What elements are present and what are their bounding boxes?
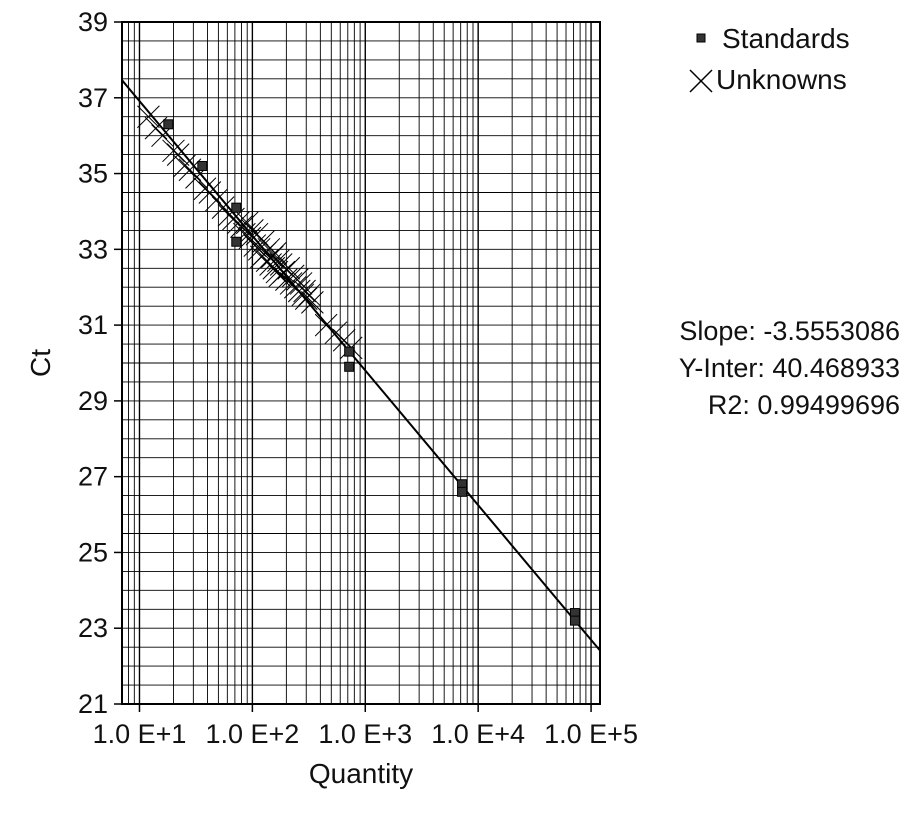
x-axis-title: Quantity (309, 758, 413, 789)
unknown-point (275, 268, 298, 291)
y-tick-label: 25 (78, 537, 108, 567)
standard-point (457, 486, 468, 497)
standard-point (231, 236, 242, 247)
unknown-point (162, 139, 185, 163)
slope-text: Slope: -3.5553086 (679, 316, 900, 346)
legend-standards-marker (696, 33, 706, 43)
unknown-point (289, 272, 313, 295)
legend-unknowns-marker (689, 69, 713, 93)
unknown-point (264, 241, 287, 265)
unknown-point (166, 143, 190, 166)
standard-point (344, 361, 355, 372)
x-tick-label: 1.0 E+1 (93, 719, 187, 749)
unknown-point (247, 237, 271, 261)
y-tick-label: 21 (78, 689, 108, 719)
x-tick-label: 1.0 E+4 (431, 719, 525, 749)
unknown-point (251, 230, 275, 254)
y-tick-label: 29 (78, 386, 108, 416)
x-tick-label: 1.0 E+3 (318, 719, 412, 749)
unknown-point (298, 283, 321, 307)
unknown-point (314, 313, 338, 337)
unknown-point (293, 279, 316, 303)
y-tick-label: 31 (78, 310, 108, 340)
y-axis-title: Ct (25, 349, 56, 377)
y-tick-label: 37 (78, 83, 108, 113)
standard-point (197, 160, 208, 171)
regression-stats: Slope: -3.5553086 Y-Inter: 40.468933 R2:… (679, 316, 900, 420)
unknown-point (277, 256, 301, 280)
r2-text: R2: 0.99499696 (708, 390, 900, 420)
axis-ticks: 21 23 25 27 29 31 33 35 37 39 1.0 E+1 1.0 E+2 1.0 E+… (78, 7, 638, 749)
y-tick-label: 39 (78, 7, 108, 37)
y-tick-label: 33 (78, 234, 108, 264)
unknown-point (301, 291, 324, 314)
unknown-point (245, 222, 269, 246)
x-tick-label: 1.0 E+5 (544, 719, 638, 749)
unknown-point (235, 211, 259, 235)
standard-point (344, 346, 355, 357)
legend-standards-label: Standards (722, 23, 850, 54)
plot-frame (121, 21, 601, 705)
standard-point (231, 202, 242, 213)
grid (121, 21, 600, 705)
unknown-point (173, 154, 196, 178)
y-tick-label: 23 (78, 613, 108, 643)
regression-line (121, 79, 601, 652)
standard-point (163, 119, 174, 130)
unknown-point (257, 237, 281, 261)
legend: Standards Unknowns (689, 23, 850, 95)
regression-line-group (121, 79, 601, 652)
unknown-point (265, 260, 289, 284)
y-tick-label: 27 (78, 462, 108, 492)
unknown-point (137, 105, 160, 129)
y-tick-label: 35 (78, 159, 108, 189)
unknown-point (272, 260, 296, 284)
y-intercept-text: Y-Inter: 40.468933 (679, 353, 900, 383)
standard-point (569, 615, 580, 626)
x-tick-label: 1.0 E+2 (205, 719, 299, 749)
data-points (137, 105, 580, 626)
legend-unknowns-label: Unknowns (716, 64, 847, 95)
